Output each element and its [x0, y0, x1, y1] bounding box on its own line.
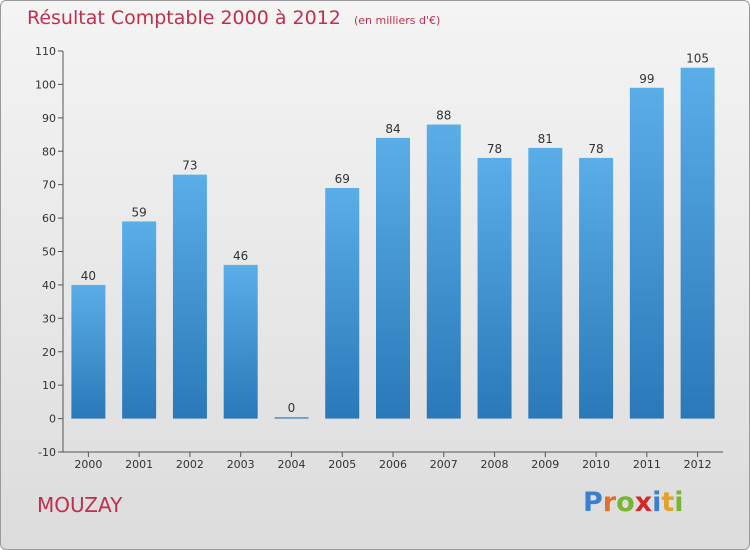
- x-tick-label: 2004: [277, 458, 305, 471]
- logo-letter: i: [652, 487, 662, 518]
- bar: [629, 87, 664, 419]
- bar-value-label: 84: [385, 122, 400, 136]
- bar-value-label: 73: [182, 159, 197, 173]
- logo-letter: i: [674, 487, 684, 518]
- bar: [274, 417, 309, 419]
- bar: [477, 157, 512, 419]
- y-tick-label: 0: [49, 413, 56, 426]
- commune-name: MOUZAY: [37, 493, 123, 517]
- bar: [426, 124, 461, 419]
- bar-value-label: 88: [436, 109, 451, 123]
- y-tick-label: 30: [42, 312, 56, 325]
- y-tick-label: -10: [38, 446, 56, 459]
- logo-letter: r: [602, 487, 617, 518]
- logo-letter: t: [661, 487, 675, 518]
- bar-value-label: 69: [335, 172, 350, 186]
- bar: [325, 188, 360, 419]
- y-tick-label: 110: [35, 45, 56, 58]
- x-tick-label: 2002: [176, 458, 204, 471]
- bar: [680, 67, 715, 419]
- bar: [71, 284, 106, 419]
- y-tick-label: 60: [42, 212, 56, 225]
- proxiti-logo: Proxiti: [583, 487, 684, 518]
- x-tick-label: 2010: [582, 458, 610, 471]
- y-tick-label: 100: [35, 78, 56, 91]
- y-tick-label: 50: [42, 246, 56, 259]
- y-tick-label: 90: [42, 112, 56, 125]
- bar: [528, 147, 563, 419]
- y-tick-label: 40: [42, 279, 56, 292]
- bar-value-label: 105: [686, 52, 709, 66]
- x-tick-label: 2006: [379, 458, 407, 471]
- bar-value-label: 78: [588, 142, 603, 156]
- bar-value-label: 40: [81, 269, 96, 283]
- title-row: Résultat Comptable 2000 à 2012 (en milli…: [27, 7, 440, 29]
- x-tick-label: 2007: [430, 458, 458, 471]
- bar-value-label: 59: [132, 205, 147, 219]
- bar: [223, 264, 258, 419]
- bar-value-label: 81: [538, 132, 553, 146]
- chart-subtitle: (en milliers d'€): [353, 14, 441, 27]
- x-tick-label: 2008: [481, 458, 509, 471]
- x-tick-label: 2000: [74, 458, 102, 471]
- logo-letter: x: [634, 487, 653, 518]
- x-tick-label: 2001: [125, 458, 153, 471]
- x-tick-label: 2003: [227, 458, 255, 471]
- logo-letter: P: [583, 487, 603, 518]
- bar-value-label: 46: [233, 249, 248, 263]
- chart-title: Résultat Comptable 2000 à 2012: [27, 7, 341, 29]
- y-tick-label: 10: [42, 379, 56, 392]
- x-tick-label: 2011: [633, 458, 661, 471]
- y-tick-label: 20: [42, 346, 56, 359]
- x-tick-label: 2012: [684, 458, 712, 471]
- bar-value-label: 99: [639, 72, 654, 86]
- bar: [122, 221, 157, 419]
- logo-letter: o: [616, 487, 635, 518]
- bar: [172, 174, 207, 419]
- bar-value-label: 78: [487, 142, 502, 156]
- y-tick-label: 80: [42, 145, 56, 158]
- bar: [376, 137, 410, 419]
- bar-value-label: 0: [288, 401, 296, 415]
- x-tick-label: 2009: [531, 458, 559, 471]
- y-tick-label: 70: [42, 179, 56, 192]
- x-tick-label: 2005: [328, 458, 356, 471]
- bar: [579, 157, 614, 419]
